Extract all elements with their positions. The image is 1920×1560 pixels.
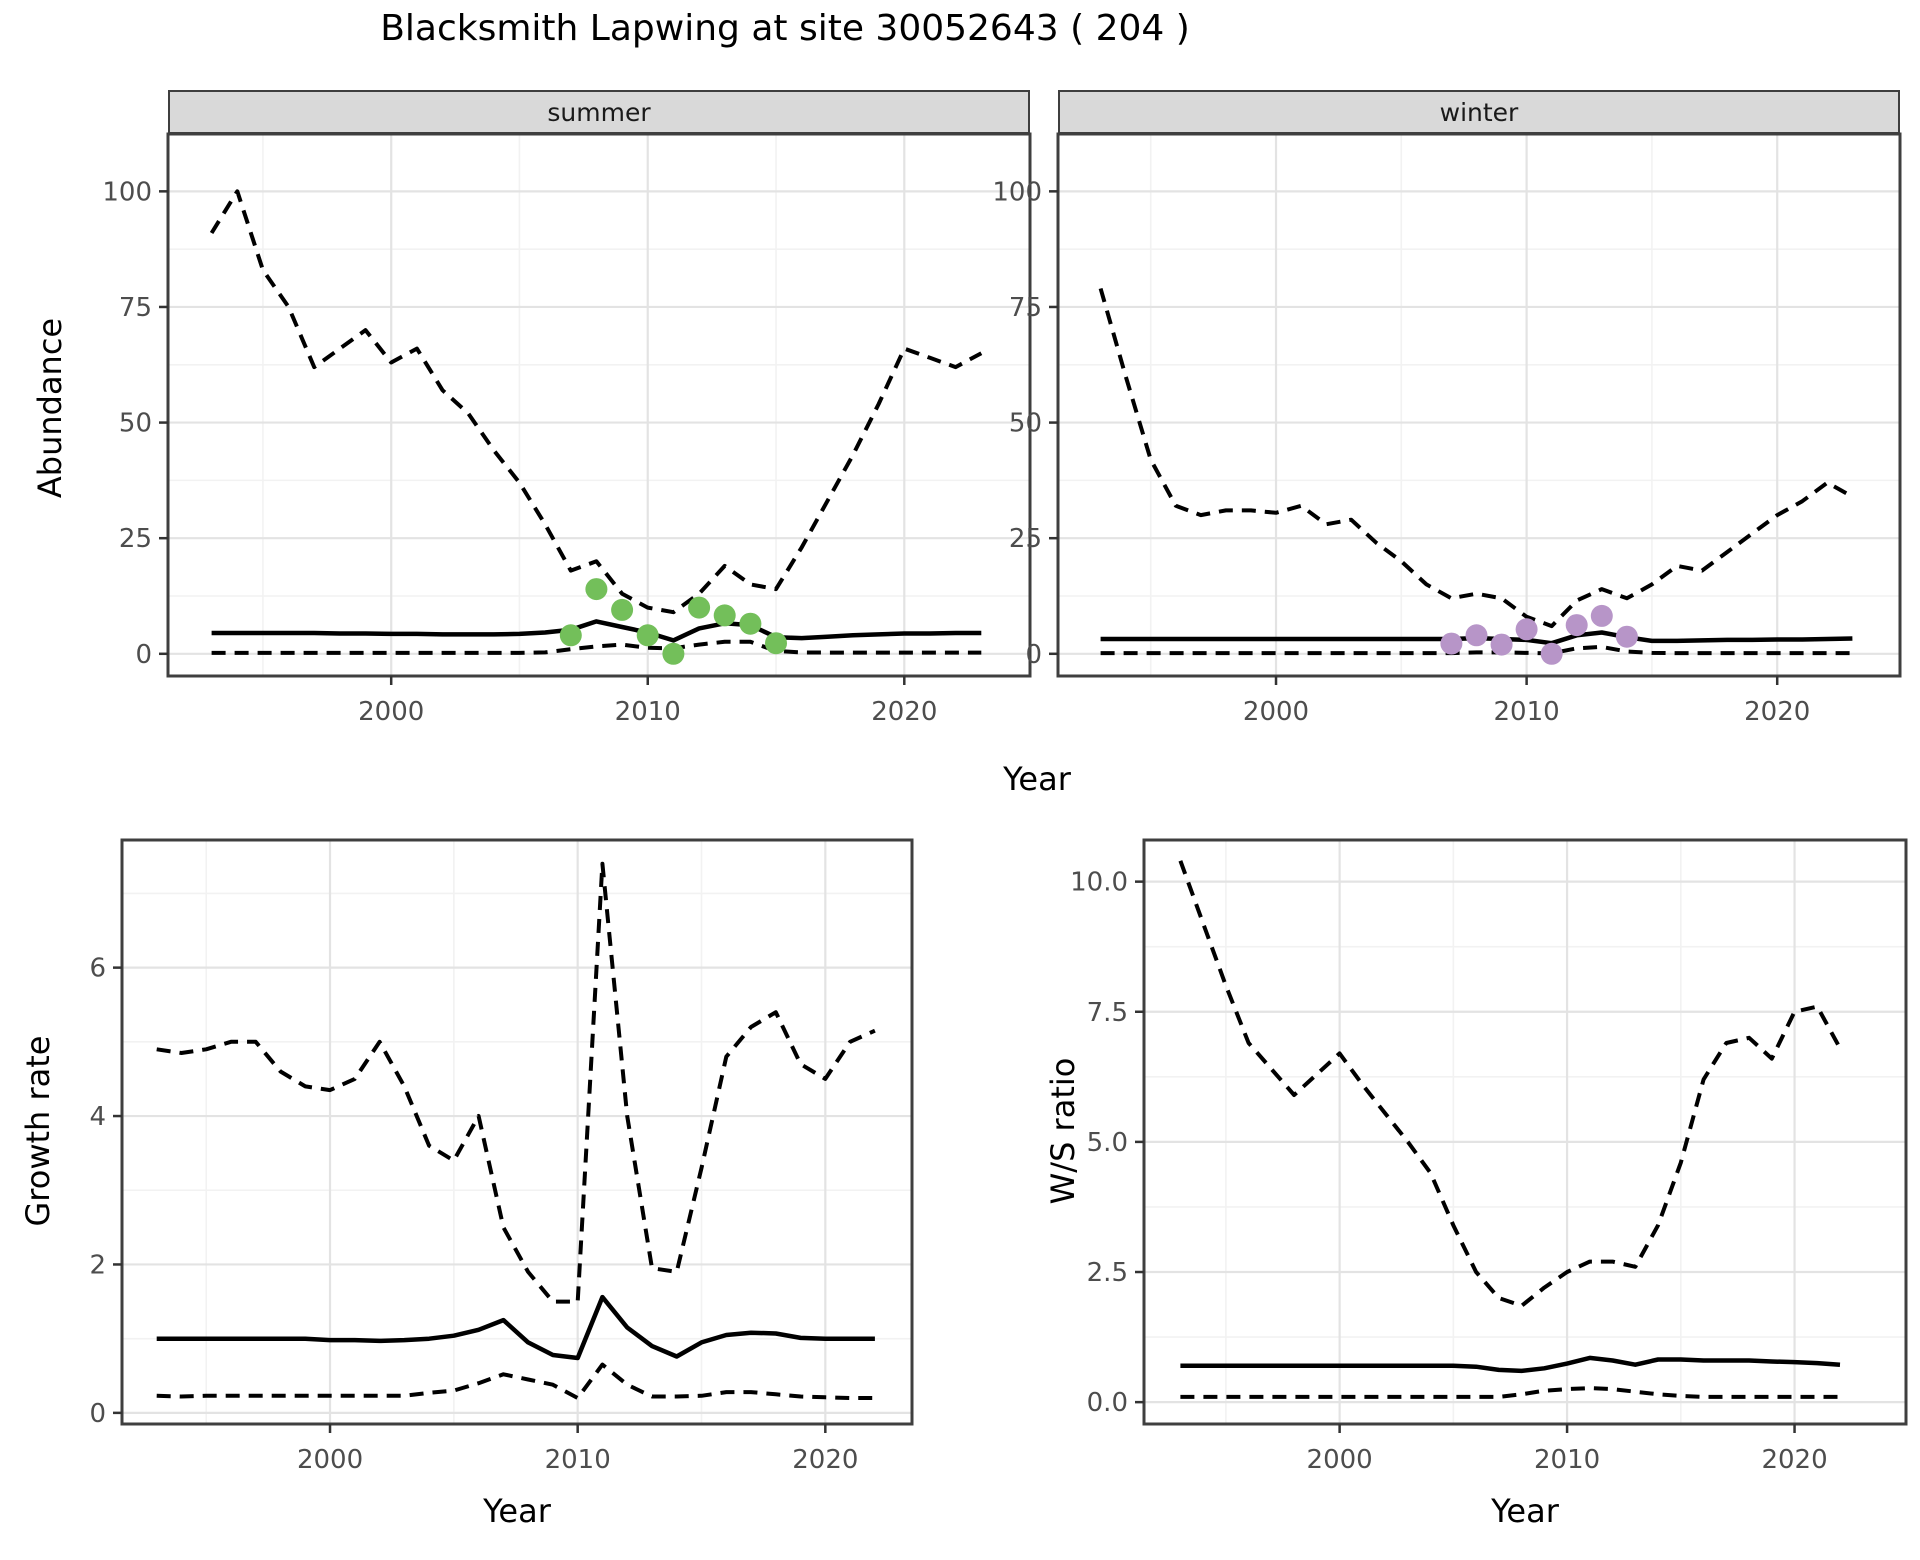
- x-tick-label: 2000: [358, 697, 424, 727]
- abundance-summer-observed-point: [636, 624, 659, 647]
- y-tick-label: 10.0: [1070, 868, 1128, 898]
- panel-background: [122, 840, 912, 1424]
- y-tick-label: 7.5: [1087, 998, 1128, 1028]
- abundance-winter-observed-point: [1515, 618, 1538, 641]
- abundance-winter-observed-point: [1590, 604, 1613, 627]
- facet-strip-winter: winter: [1058, 90, 1900, 134]
- abundance-winter-observed-point: [1615, 625, 1638, 648]
- abundance-winter-plot: 2000 2010 2020 0 25 50 75 100: [992, 132, 1902, 727]
- abundance-summer-observed-point: [739, 612, 762, 635]
- abundance-summer-ci_lower-line: [211, 639, 982, 655]
- x-tick-label: 2020: [792, 1445, 858, 1475]
- y-axis-title-growth-rate: Growth rate: [19, 1035, 57, 1227]
- panel-border: [1142, 838, 1908, 1426]
- ws-ratio-ci_upper-line: [1178, 860, 1842, 1308]
- x-axis-title-year-growth: Year: [483, 1492, 551, 1530]
- panel-border: [120, 838, 914, 1426]
- x-tick-label: 2010: [615, 697, 681, 727]
- x-tick-label: 2020: [871, 697, 937, 727]
- x-tick-label: 2020: [1744, 697, 1810, 727]
- y-tick-label: 100: [992, 177, 1042, 207]
- x-tick-label: 2000: [1243, 697, 1309, 727]
- abundance-summer-observed-point: [688, 596, 711, 619]
- y-tick-label: 0.0: [1087, 1388, 1128, 1418]
- facet-strip-summer-label: summer: [547, 97, 651, 127]
- panel-background: [1144, 840, 1906, 1424]
- abundance-winter-observed-point: [1565, 614, 1588, 637]
- x-tick-label: 2000: [297, 1445, 363, 1475]
- x-axis-title-year-top: Year: [1003, 760, 1071, 798]
- x-tick-label: 2010: [1534, 1445, 1600, 1475]
- ws-ratio-ci_lower-line: [1180, 1386, 1840, 1399]
- y-tick-label: 6: [89, 954, 106, 984]
- y-tick-label: 50: [1009, 409, 1042, 439]
- panel-border: [1056, 132, 1902, 678]
- y-tick-label: 100: [102, 177, 152, 207]
- y-tick-label: 25: [119, 524, 152, 554]
- x-axis-title-year-ws: Year: [1491, 1492, 1559, 1530]
- abundance-winter-observed-point: [1490, 633, 1513, 656]
- panel-border: [166, 132, 1032, 678]
- abundance-winter-ci_upper-line: [1098, 287, 1854, 629]
- panel-background: [1058, 134, 1900, 676]
- growth-rate-ci_lower-line: [156, 1362, 875, 1400]
- x-tick-label: 2000: [1307, 1445, 1373, 1475]
- abundance-summer-observed-point: [585, 578, 608, 601]
- abundance-summer-observed-point: [662, 642, 685, 665]
- y-tick-label: 75: [1009, 293, 1042, 323]
- y-tick-label: 75: [119, 293, 152, 323]
- x-tick-label: 2020: [1761, 1445, 1827, 1475]
- abundance-summer-observed-point: [765, 632, 787, 655]
- y-axis-title-abundance: Abundance: [31, 317, 69, 499]
- abundance-summer-observed-point: [713, 604, 736, 627]
- facet-strip-summer: summer: [168, 90, 1030, 134]
- x-tick-label: 2010: [545, 1445, 611, 1475]
- x-tick-label: 2010: [1494, 697, 1560, 727]
- y-tick-label: 0: [135, 640, 152, 670]
- ws-ratio-plot: 2000 2010 2020 0.0 2.5 5.0 7.5 10.0: [1070, 838, 1908, 1475]
- abundance-summer-plot: 2000 2010 2020 0 25 50 75 100: [102, 132, 1032, 727]
- y-tick-label: 2.5: [1087, 1258, 1128, 1288]
- facet-strip-winter-label: winter: [1439, 97, 1519, 127]
- abundance-winter-observed-point: [1540, 642, 1563, 665]
- ws-ratio-median-line: [1180, 1355, 1841, 1374]
- page-title: Blacksmith Lapwing at site 30052643 ( 20…: [380, 8, 1190, 49]
- y-tick-label: 5.0: [1087, 1128, 1128, 1158]
- y-tick-label: 25: [1009, 524, 1042, 554]
- abundance-winter-ci_lower-line: [1100, 644, 1853, 656]
- abundance-summer-observed-point: [559, 624, 582, 647]
- y-axis-title-ws-ratio: W/S ratio: [1044, 1057, 1082, 1205]
- y-tick-label: 4: [89, 1102, 106, 1132]
- y-tick-label: 50: [119, 409, 152, 439]
- growth-rate-plot: 2000 2010 2020 0 2 4 6: [89, 838, 914, 1475]
- abundance-winter-observed-point: [1465, 624, 1488, 647]
- abundance-summer-ci_upper-line: [209, 189, 983, 615]
- growth-rate-ci_upper-line: [156, 861, 876, 1304]
- y-tick-label: 2: [89, 1250, 106, 1280]
- abundance-summer-observed-point: [611, 598, 634, 621]
- y-tick-label: 0: [89, 1399, 106, 1429]
- abundance-winter-observed-point: [1440, 632, 1463, 655]
- growth-rate-median-line: [156, 1294, 875, 1361]
- y-tick-label: 0: [1025, 640, 1042, 670]
- abundance-summer-median-line: [211, 619, 982, 643]
